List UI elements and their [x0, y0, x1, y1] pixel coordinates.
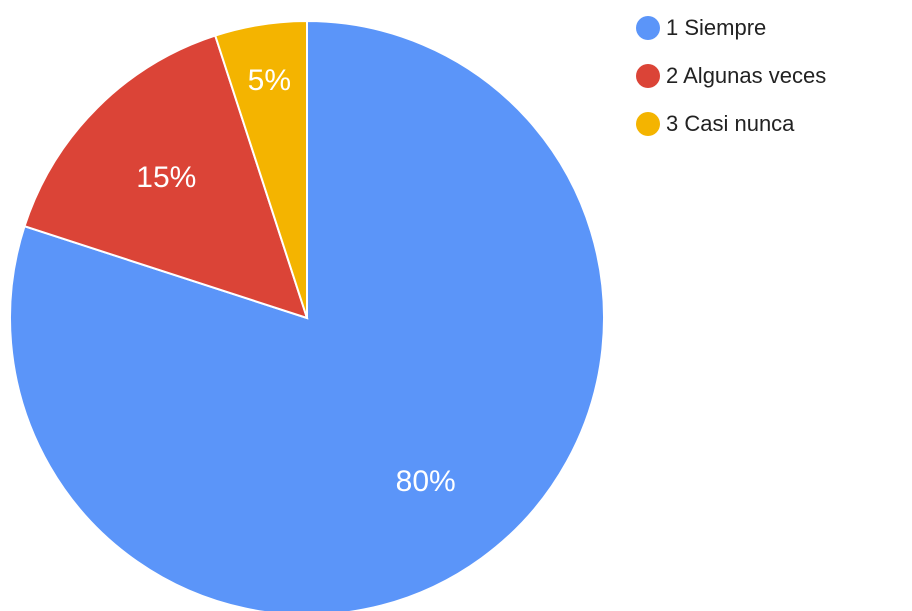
pie-slice-casi-nunca[interactable] [213, 19, 308, 319]
pie-slice-label-casi-nunca: 5% [248, 64, 291, 97]
legend-label-siempre: 1 Siempre [666, 15, 767, 40]
legend-label-casi-nunca: 3 Casi nunca [666, 111, 795, 136]
legend-item-siempre[interactable]: 1 Siempre [636, 15, 826, 40]
pie-chart: 80% 15% 5% [9, 19, 605, 611]
pie-slice-label-siempre: 80% [396, 465, 456, 498]
pie-slice-label-algunas-veces: 15% [136, 161, 196, 194]
legend-item-algunas-veces[interactable]: 2 Algunas veces [636, 63, 827, 88]
legend-swatch-algunas-veces [636, 64, 660, 88]
legend-item-casi-nunca[interactable]: 3 Casi nunca [636, 111, 826, 136]
legend-swatch-siempre [636, 16, 660, 40]
pie-slice-algunas-veces[interactable] [23, 34, 309, 320]
legend-swatch-casi-nunca [636, 112, 660, 136]
legend-label-algunas-veces: 2 Algunas veces [666, 63, 827, 88]
legend: 1 Siempre 2 Algunas veces 3 Casi nunca [636, 15, 827, 160]
